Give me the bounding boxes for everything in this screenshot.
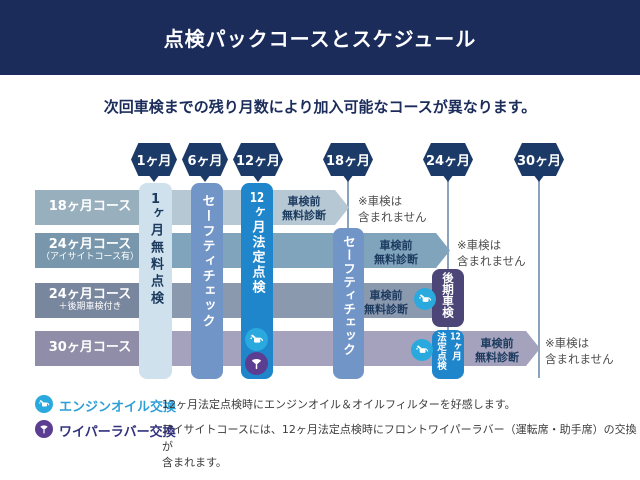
column-label-text: セーフティチェック <box>199 194 215 329</box>
marker-pointer <box>442 174 454 182</box>
column-label: セーフティチェック <box>198 183 217 379</box>
marker-label: 18ヶ月 <box>325 154 371 169</box>
column-12month-legal-inspection-2: 12ヶ月 法定点検 <box>432 330 464 379</box>
timeline-marker-30month: 30ヶ月 <box>514 143 564 176</box>
wiper-icon <box>245 352 268 375</box>
timeline-marker-12month: 12ヶ月 <box>233 143 283 176</box>
column-safety-check-1: セーフティチェック <box>191 183 223 379</box>
pre-shaken-free-diagnosis-annotation: 車検前 無料診断 <box>374 239 418 266</box>
wiper-icon <box>35 420 53 438</box>
course-name: 18ヶ月コース <box>48 199 132 215</box>
column-label: 1ヶ月無料点検 <box>146 183 165 379</box>
column-label-text: ヶ月法定点検 <box>249 205 265 295</box>
column-1month-free-inspection: 1ヶ月無料点検 <box>139 183 172 379</box>
timeline-marker-6month: 6ヶ月 <box>182 143 228 176</box>
column-late-term-shaken: 後期車検 <box>432 269 464 327</box>
marker-label: 12ヶ月 <box>235 154 281 169</box>
header-bar: 点検パックコースとスケジュール <box>0 0 640 75</box>
column-label-text: ヶ月 法定点検 <box>435 332 461 370</box>
marker-pointer <box>342 174 354 182</box>
marker-label: 30ヶ月 <box>516 154 562 169</box>
course-label-18month: 18ヶ月コース <box>35 190 145 225</box>
column-safety-check-2: セーフティチェック <box>333 228 364 379</box>
marker-label: 24ヶ月 <box>425 154 471 169</box>
marker-pointer <box>252 174 264 182</box>
pre-shaken-free-diagnosis-annotation: 車検前 無料診断 <box>364 289 408 316</box>
course-label-24month-late-shaken: 24ヶ月コース ＋後期車検付き <box>35 283 145 318</box>
timeline-marker-18month: 18ヶ月 <box>323 143 373 176</box>
timeline-guide-line-30month <box>538 180 540 378</box>
course-name: 24ヶ月コース <box>48 286 132 302</box>
column-label: 12ヶ月 法定点検 <box>433 330 463 379</box>
timeline-marker-1month: 1ヶ月 <box>131 143 177 176</box>
oil-can-icon <box>414 288 436 310</box>
column-label-text: 後期車検 <box>441 272 455 318</box>
pre-shaken-free-diagnosis-annotation: 車検前 無料診断 <box>475 337 519 364</box>
column-label-digits: 1 <box>150 193 161 206</box>
column-label: 後期車検 <box>440 269 456 327</box>
legend-label-engine-oil-exchange: エンジンオイル交換 <box>59 400 177 415</box>
marker-pointer <box>148 174 160 182</box>
marker-pointer <box>199 174 211 182</box>
column-label-text: セーフティチェック <box>341 235 356 357</box>
column-label-digits: 12 <box>450 332 461 342</box>
column-label: セーフティチェック <box>339 228 358 379</box>
column-label-text: ヶ月無料点検 <box>148 206 163 308</box>
course-label-30month: 30ヶ月コース <box>35 331 145 366</box>
page-title: 点検パックコースとスケジュール <box>163 27 477 51</box>
timeline-marker-24month: 24ヶ月 <box>423 143 473 176</box>
column-label: 12ヶ月法定点検 <box>248 183 267 379</box>
marker-label: 6ヶ月 <box>187 154 223 169</box>
course-label-24month-eyesight: 24ヶ月コース （アイサイトコース有） <box>35 233 145 268</box>
course-name: 30ヶ月コース <box>48 340 132 356</box>
legend-description-wiper-rubber: アイサイトコースには、12ヶ月法定点検時にフロントワイパーラバー（運転席・助手席… <box>162 423 637 469</box>
subtitle: 次回車検までの残り月数により加入可能なコースが異なります。 <box>103 98 537 116</box>
column-label-digits: 12 <box>249 192 265 205</box>
course-name: 24ヶ月コース <box>48 236 132 252</box>
marker-label: 1ヶ月 <box>136 154 172 169</box>
oil-can-icon <box>411 339 433 361</box>
course-subname: ＋後期車検付き <box>58 302 122 313</box>
shaken-not-included-note: ※車検は 含まれません <box>358 194 427 225</box>
marker-pointer <box>533 174 545 182</box>
pre-shaken-free-diagnosis-annotation: 車検前 無料診断 <box>282 195 326 222</box>
shaken-not-included-note: ※車検は 含まれません <box>457 238 526 269</box>
oil-can-icon <box>245 328 268 351</box>
shaken-not-included-note: ※車検は 含まれません <box>545 336 614 367</box>
course-subname: （アイサイトコース有） <box>40 252 140 263</box>
oil-can-icon <box>35 395 53 413</box>
legend-label-wiper-rubber-exchange: ワイパーラバー交換 <box>59 425 176 440</box>
legend-description-engine-oil: 12ヶ月法定点検時にエンジンオイル＆オイルフィルターを好感します。 <box>162 398 516 411</box>
